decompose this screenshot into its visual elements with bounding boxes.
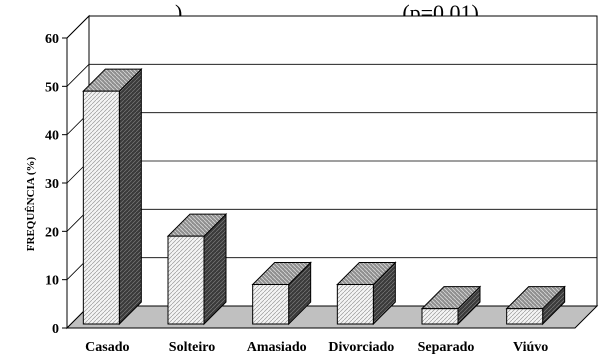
bar-divorciado bbox=[336, 261, 397, 326]
gridline bbox=[66, 15, 597, 39]
bars bbox=[82, 67, 566, 326]
axes bbox=[62, 37, 68, 329]
y-tick-label: 50 bbox=[45, 80, 59, 95]
y-tick-label: 0 bbox=[52, 322, 59, 337]
category-labels: Casado Solteiro Amasiado Divorciado Separado… bbox=[85, 340, 548, 355]
bar bbox=[82, 90, 120, 325]
y-tick-label: 30 bbox=[45, 177, 59, 192]
category-label: Separado bbox=[418, 340, 475, 355]
bar-viúvo bbox=[505, 285, 566, 326]
y-tick-label: 40 bbox=[45, 129, 59, 144]
y-tick-label: 20 bbox=[45, 225, 59, 240]
bar bbox=[167, 235, 205, 325]
y-tick-label: 10 bbox=[45, 274, 59, 289]
bar-separado bbox=[420, 285, 482, 326]
bar bbox=[421, 308, 459, 325]
category-label: Divorciado bbox=[328, 340, 394, 355]
bar bbox=[336, 284, 374, 325]
bar-side bbox=[118, 67, 142, 326]
y-axis-label: FREQUÊNCIA (%) bbox=[25, 156, 37, 251]
bar bbox=[252, 284, 290, 325]
bar-amasiado bbox=[251, 261, 312, 326]
gridline bbox=[66, 63, 597, 87]
plot-walls bbox=[65, 14, 599, 330]
bar-casado bbox=[82, 67, 143, 326]
bar bbox=[506, 308, 544, 325]
category-label: Solteiro bbox=[169, 340, 215, 355]
y-tick-label: 60 bbox=[45, 32, 59, 47]
category-label: Viúvo bbox=[513, 340, 548, 355]
y-tick-labels: 0 10 20 30 40 50 60 bbox=[45, 32, 59, 337]
category-label: Casado bbox=[85, 340, 129, 355]
category-label: Amasiado bbox=[247, 340, 307, 355]
bar-solteiro bbox=[166, 212, 228, 326]
